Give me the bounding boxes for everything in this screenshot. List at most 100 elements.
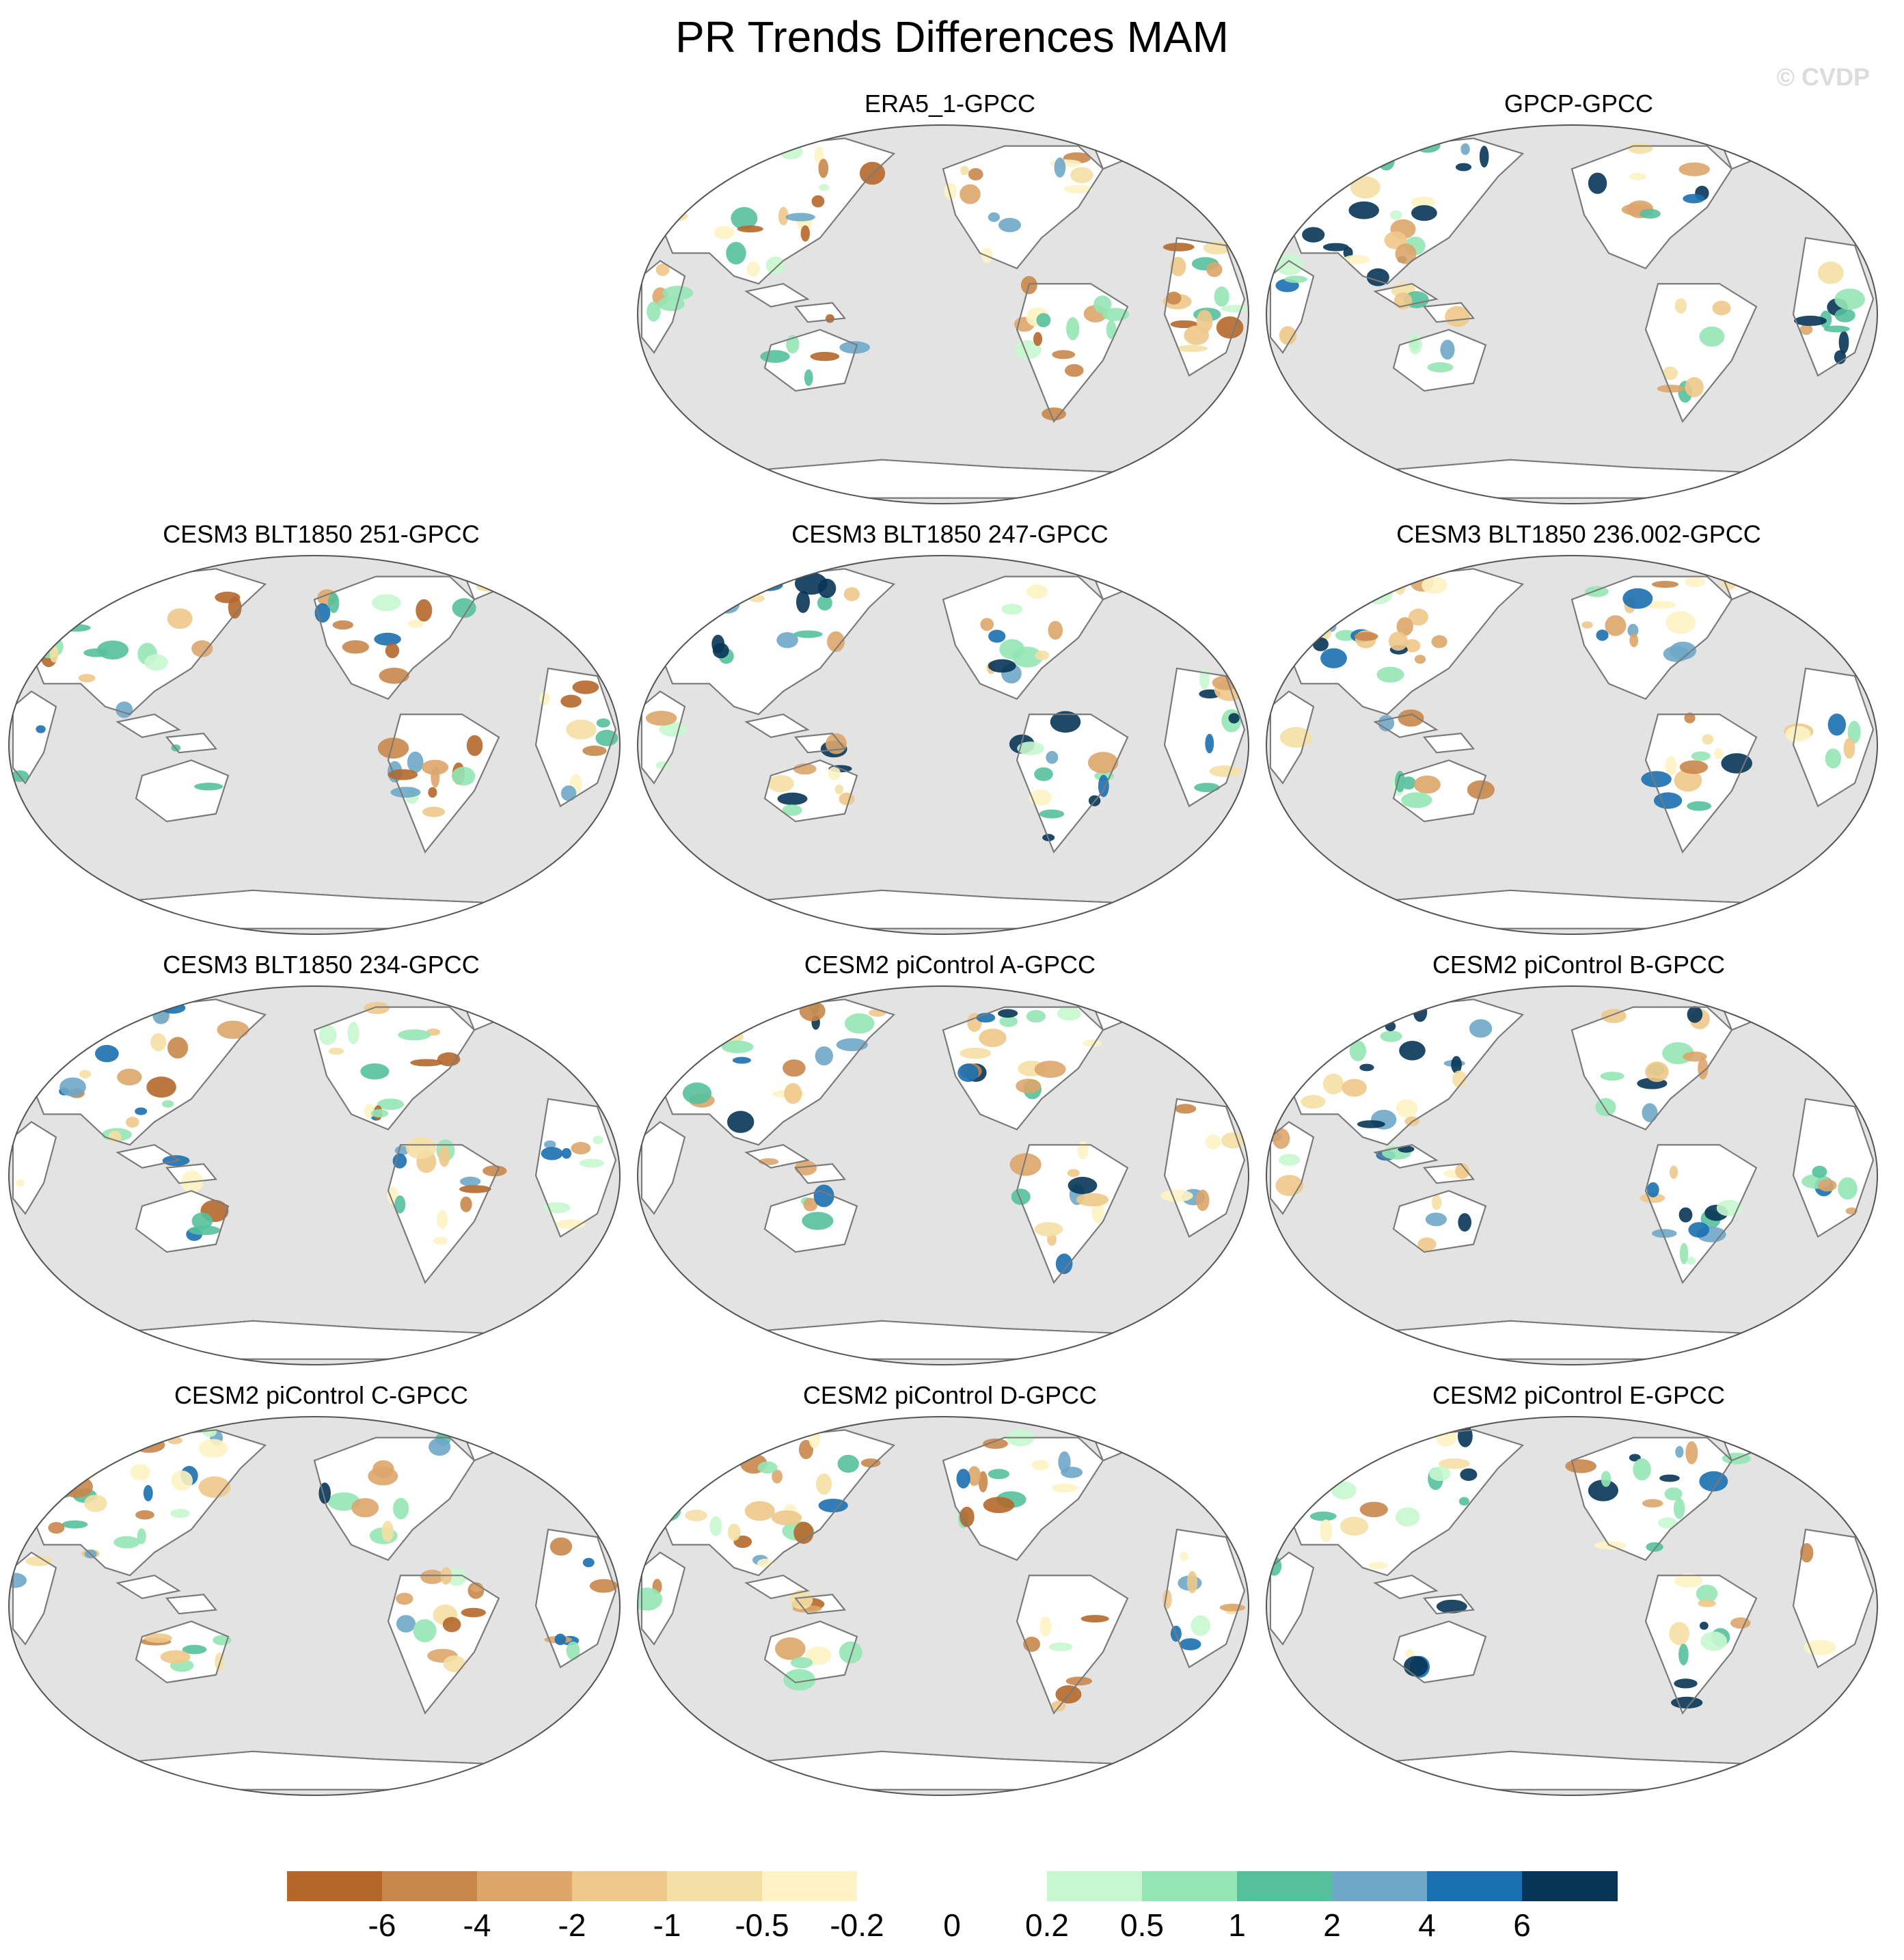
map-border <box>637 555 1249 935</box>
trend-cell <box>36 725 46 733</box>
colorbar-box <box>477 1871 573 1901</box>
trend-cell <box>685 1510 707 1521</box>
trend-cell <box>1077 1141 1089 1160</box>
coastline <box>942 1437 1104 1562</box>
world-map <box>637 124 1249 504</box>
trend-cell <box>1205 1134 1221 1149</box>
trend-cell <box>1057 1007 1081 1021</box>
panel-title: CESM2 piControl D-GPCC <box>802 1381 1098 1409</box>
map-panel: CESM2 piControl B-GPCC <box>1264 950 1893 1387</box>
trend-cell <box>805 1646 832 1665</box>
trend-cell <box>782 804 802 816</box>
trend-cell <box>1683 1051 1707 1062</box>
trend-cell <box>1035 651 1050 661</box>
panel-title: CESM2 piControl A-GPCC <box>804 951 1096 979</box>
map-border <box>1266 555 1878 935</box>
trend-cell <box>49 645 59 663</box>
trend-cell <box>655 263 670 276</box>
trend-cell <box>1785 726 1811 742</box>
trend-cell <box>1001 603 1023 615</box>
trend-cell <box>1646 1182 1659 1198</box>
trend-cell <box>381 1521 394 1542</box>
trend-cell <box>777 792 808 805</box>
trend-cell <box>1396 617 1413 636</box>
colorbar-box <box>287 1871 383 1901</box>
trend-cell <box>1066 316 1080 340</box>
trend-cell <box>1368 1562 1388 1570</box>
colorbar-box <box>1332 1871 1428 1901</box>
trend-cell <box>778 206 789 226</box>
trend-cell <box>1039 809 1065 819</box>
trend-cell <box>1405 1649 1414 1659</box>
trend-cell <box>371 594 401 612</box>
trend-cell <box>1640 1193 1665 1203</box>
trend-cell <box>347 1022 359 1045</box>
trend-cell <box>1366 268 1389 286</box>
trend-cell <box>790 1657 813 1669</box>
coastline <box>313 575 476 700</box>
coastline <box>12 1121 57 1215</box>
coastline <box>1016 1144 1129 1284</box>
trend-cell <box>370 1109 389 1118</box>
coastline <box>1392 759 1487 823</box>
trend-cell <box>1105 126 1117 144</box>
trend-cell <box>215 591 241 603</box>
trend-cell <box>1318 1465 1333 1479</box>
trend-cell <box>1687 801 1711 811</box>
trend-cell <box>836 1038 868 1052</box>
coastline <box>1644 283 1758 423</box>
trend-cell <box>960 1506 975 1527</box>
trend-cell <box>1359 1501 1388 1518</box>
colorbar-box <box>857 1871 953 1901</box>
trend-cell <box>398 1029 431 1041</box>
map-panel: CESM2 piControl C-GPCC <box>7 1380 636 1818</box>
trend-cell <box>194 782 223 791</box>
trend-cell <box>1408 333 1422 355</box>
coastline <box>763 1620 858 1684</box>
colorbar-box <box>382 1871 478 1901</box>
trend-cell <box>1685 577 1706 587</box>
panel-title: CESM2 piControl E-GPCC <box>1432 1381 1726 1409</box>
map-border <box>637 1416 1249 1796</box>
trend-cell <box>960 165 969 176</box>
trend-cell <box>452 598 476 618</box>
trend-cell <box>392 1153 407 1169</box>
trend-cell <box>60 1031 81 1048</box>
trend-cell <box>1016 1078 1042 1093</box>
trend-cell <box>1350 176 1381 199</box>
trend-cell <box>1657 384 1685 393</box>
trend-cell <box>1106 320 1117 340</box>
coastline <box>387 713 500 854</box>
coastline <box>1163 236 1246 377</box>
trend-cell <box>1817 261 1844 284</box>
trend-cell <box>191 1212 213 1230</box>
trend-cell <box>171 1470 193 1491</box>
trend-cell <box>1691 751 1711 761</box>
world-map <box>8 555 621 935</box>
trend-cell <box>126 1117 139 1128</box>
trend-cell <box>1048 621 1063 640</box>
trend-cell <box>1440 340 1455 360</box>
trend-cell <box>1588 172 1607 194</box>
trend-cell <box>1460 1468 1478 1481</box>
trend-cell <box>1674 1573 1703 1588</box>
trend-cell <box>1312 637 1329 651</box>
trend-cell <box>1699 326 1725 347</box>
trend-cell <box>428 787 437 798</box>
coastline <box>1163 1098 1246 1238</box>
trend-cell <box>834 785 844 795</box>
trend-cell <box>843 587 860 601</box>
trend-cell <box>170 1508 190 1519</box>
trend-cell <box>1669 1622 1690 1646</box>
trend-cell <box>802 1212 834 1230</box>
panel-title: CESM3 BLT1850 234-GPCC <box>163 951 480 979</box>
colorbar-box <box>1522 1871 1618 1901</box>
trend-cell <box>1675 1445 1684 1458</box>
trend-cell <box>413 1619 437 1643</box>
trend-cell <box>1673 1497 1685 1519</box>
trend-cell <box>1395 770 1406 793</box>
trend-cell <box>541 1147 563 1160</box>
map-panel: CESM2 piControl D-GPCC <box>636 1380 1264 1818</box>
trend-cell <box>839 792 855 806</box>
map-border <box>637 985 1249 1365</box>
